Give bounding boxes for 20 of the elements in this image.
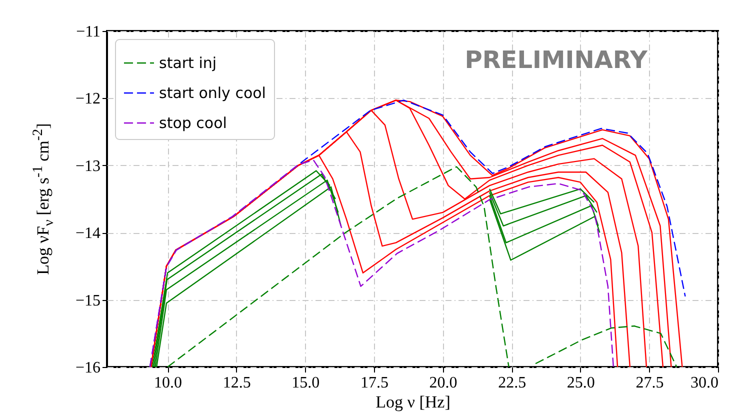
x-tick-label: 27.5 <box>636 374 664 392</box>
y-tick-label: −12 <box>75 90 100 108</box>
legend-label: start only cool <box>159 84 266 102</box>
y-tick-label: −15 <box>75 292 100 310</box>
x-tick-label: 12.5 <box>222 374 251 392</box>
x-tick-label: 30.0 <box>690 374 718 392</box>
y-tick-label: −16 <box>75 360 100 376</box>
x-axis-title: Log ν [Hz] <box>376 392 450 412</box>
x-tick-label: 15.0 <box>292 374 320 392</box>
x-tick-label: 22.5 <box>498 374 526 392</box>
y-tick-label: −13 <box>75 158 100 175</box>
legend-label: stop cool <box>159 114 227 132</box>
y-tick-label: −14 <box>75 225 100 242</box>
x-tick-label: 20.0 <box>429 374 458 392</box>
x-tick-label: 17.5 <box>360 374 388 392</box>
legend-label: start inj <box>159 54 217 72</box>
x-tick-label: 10.0 <box>154 374 182 392</box>
y-tick-label: −11 <box>76 24 100 40</box>
x-tick-label: 25.0 <box>566 374 595 392</box>
annotation: PRELIMINARY <box>464 46 648 74</box>
